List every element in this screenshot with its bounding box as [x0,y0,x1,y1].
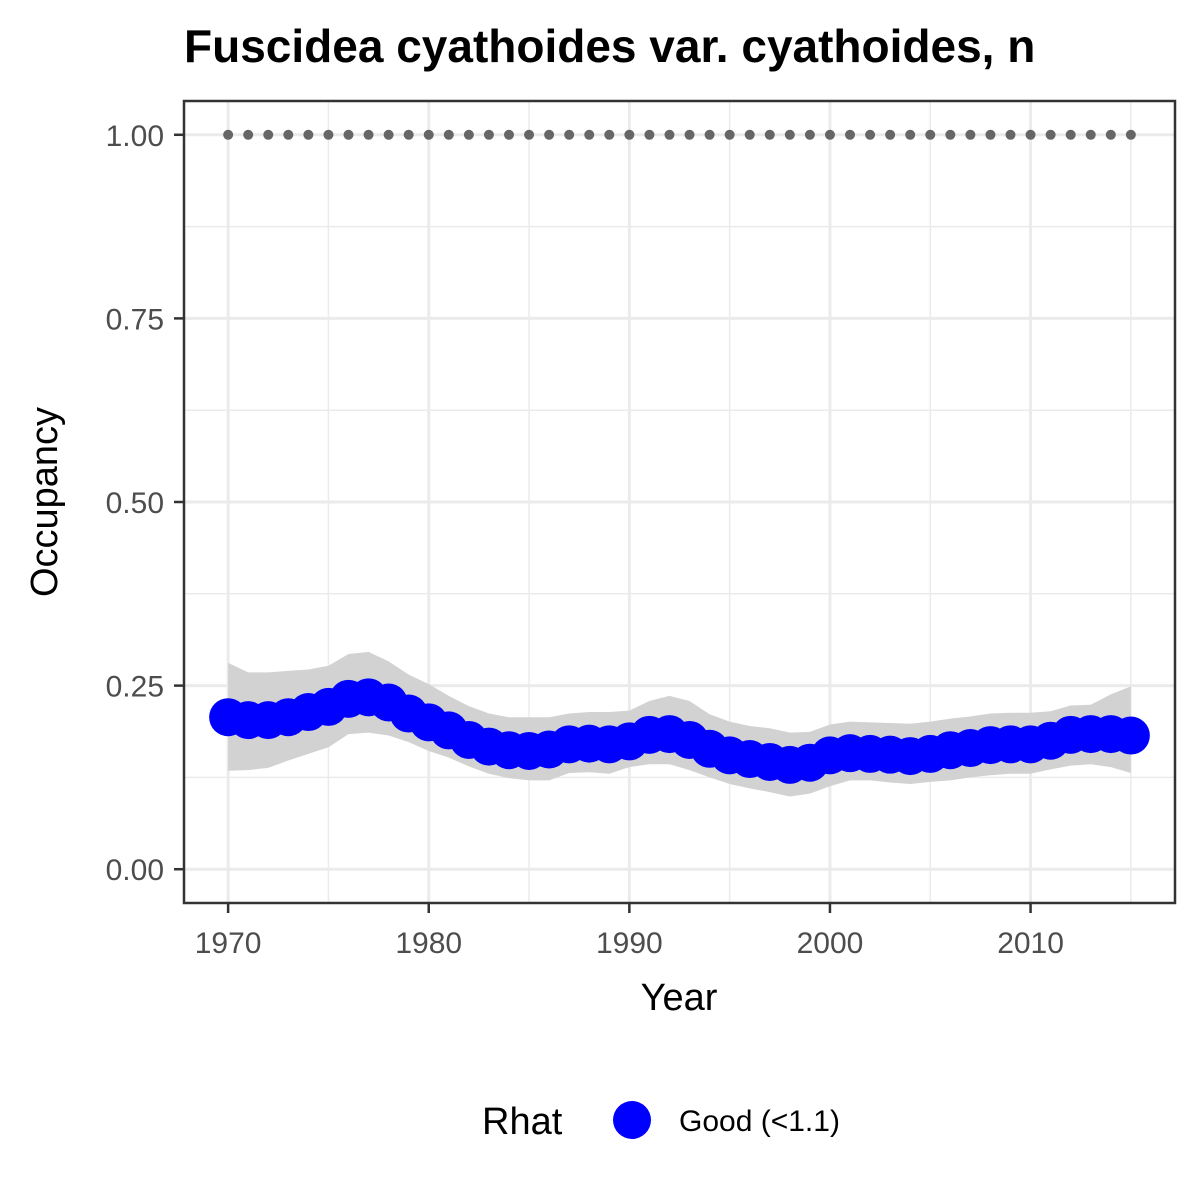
reference-point [263,129,274,140]
reference-point [524,129,535,140]
reference-point [925,129,936,140]
reference-point [403,129,414,140]
x-axis: 1970 1980 1990 2000 2010 [195,903,1064,960]
reference-point [1125,129,1136,140]
reference-point [824,129,835,140]
reference-point [744,129,755,140]
reference-point [885,129,896,140]
reference-point [804,129,815,140]
y-tick-label: 0.25 [106,671,164,704]
occupancy-point [1111,716,1150,755]
reference-point [443,129,454,140]
x-tick-label: 1990 [596,927,663,960]
x-tick-label: 2000 [797,927,864,960]
reference-point [704,129,715,140]
reference-point [724,129,735,140]
reference-point [764,129,775,140]
reference-point [1105,129,1116,140]
reference-point [604,129,615,140]
reference-point [423,129,434,140]
legend: Rhat Good (<1.1) [482,1101,840,1143]
reference-point [584,129,595,140]
reference-point [323,129,334,140]
reference-point [624,129,635,140]
reference-point [544,129,555,140]
reference-point [1045,129,1056,140]
y-axis: 0.00 0.25 0.50 0.75 1.00 [106,120,184,887]
reference-point [463,129,474,140]
legend-label-good: Good (<1.1) [679,1105,840,1138]
reference-point [845,129,856,140]
reference-point [503,129,514,140]
y-tick-label: 0.75 [106,303,164,336]
y-tick-label: 1.00 [106,120,164,153]
x-tick-label: 1970 [195,927,262,960]
reference-point [1065,129,1076,140]
chart-title: Fuscidea cyathoides var. cyathoides, n [184,20,1035,72]
reference-point [945,129,956,140]
y-tick-label: 0.50 [106,487,164,520]
reference-point [784,129,795,140]
reference-point [483,129,494,140]
reference-point [223,129,234,140]
reference-point [363,129,374,140]
x-tick-label: 1980 [395,927,462,960]
reference-point [985,129,996,140]
plot-panel [182,99,1177,905]
reference-point [684,129,695,140]
reference-point [644,129,655,140]
reference-point [905,129,916,140]
reference-point [383,129,394,140]
y-axis-title: Occupancy [24,407,66,597]
reference-point [865,129,876,140]
reference-point [1085,129,1096,140]
reference-point [243,129,254,140]
x-axis-title: Year [641,977,718,1019]
reference-point [965,129,976,140]
reference-point [664,129,675,140]
reference-point [1025,129,1036,140]
legend-key-good [613,1101,651,1139]
legend-title: Rhat [482,1101,563,1143]
reference-point [303,129,314,140]
reference-point [283,129,294,140]
reference-point [343,129,354,140]
occupancy-points [209,678,1150,784]
x-tick-label: 2010 [997,927,1064,960]
reference-points [223,129,1136,140]
reference-point [564,129,575,140]
y-tick-label: 0.00 [106,854,164,887]
reference-point [1005,129,1016,140]
